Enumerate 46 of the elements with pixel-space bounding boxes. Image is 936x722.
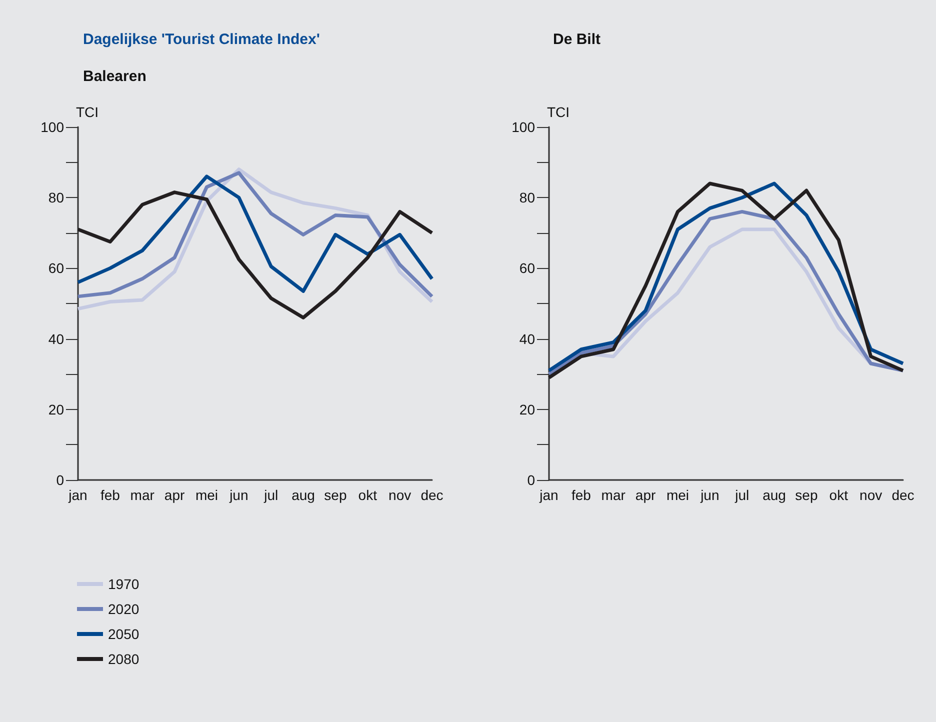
x-tick-label: sep: [324, 487, 347, 503]
x-tick-label: okt: [829, 487, 848, 503]
x-tick-label: mei: [195, 487, 218, 503]
y-tick-label: 100: [40, 119, 64, 135]
x-tick-label: apr: [635, 487, 656, 503]
y-tick-label: 80: [48, 190, 64, 206]
chart-subtitle: Balearen: [83, 68, 146, 85]
x-tick-label: mar: [130, 487, 155, 503]
x-tick-label: sep: [795, 487, 818, 503]
chart-title: Dagelijkse 'Tourist Climate Index': [83, 31, 320, 48]
x-tick-label: dec: [892, 487, 914, 503]
y-tick-label: 80: [519, 190, 536, 206]
x-tick-label: feb: [100, 487, 120, 503]
y-axis-title: TCI: [547, 104, 570, 120]
x-tick-label: dec: [420, 487, 444, 503]
x-tick-label: jul: [734, 487, 750, 503]
x-tick-label: jan: [68, 487, 88, 503]
y-tick-label: 40: [48, 330, 64, 347]
y-tick-label: 60: [48, 260, 64, 276]
line-series: [76, 190, 434, 320]
x-tick-label: nov: [388, 487, 412, 503]
x-tick-label: jan: [538, 487, 558, 503]
y-tick-label: 40: [519, 330, 536, 347]
legend-label: 2080: [108, 651, 140, 667]
y-tick-label: 0: [56, 472, 64, 488]
x-tick-label: aug: [292, 487, 315, 503]
x-tick-label: nov: [860, 487, 882, 503]
x-tick-label: apr: [164, 487, 185, 503]
y-axis-title: TCI: [76, 104, 99, 120]
x-tick-label: mar: [601, 487, 626, 503]
x-tick-label: okt: [358, 487, 378, 503]
y-tick-label: 100: [512, 119, 536, 135]
y-tick-label: 0: [527, 472, 536, 488]
x-tick-label: jun: [228, 487, 248, 503]
y-tick-label: 20: [48, 401, 64, 418]
chart-title: De Bilt: [553, 31, 601, 48]
legend-label: 2050: [108, 626, 140, 642]
x-tick-label: mei: [666, 487, 690, 503]
legend-label: 1970: [108, 576, 140, 592]
y-tick-label: 20: [519, 401, 536, 418]
x-tick-label: feb: [571, 487, 592, 503]
x-tick-label: jul: [263, 487, 278, 503]
legend-label: 2020: [108, 601, 140, 617]
y-tick-label: 60: [519, 260, 536, 276]
x-tick-label: aug: [762, 487, 786, 503]
x-tick-label: jun: [700, 487, 720, 503]
